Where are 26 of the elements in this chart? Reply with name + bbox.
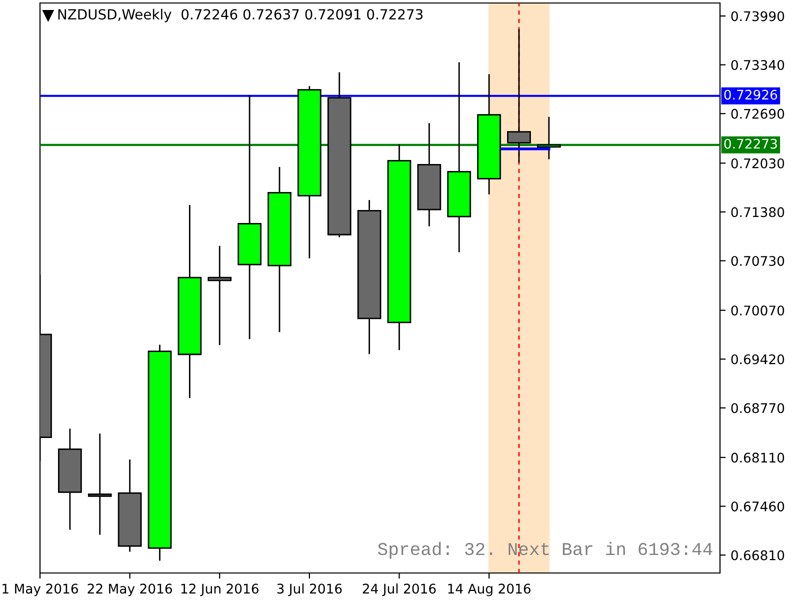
chart-title: NZDUSD,Weekly 0.72246 0.72637 0.72091 0.72273 <box>58 8 423 22</box>
y-tick-label: 0.69420 <box>731 354 784 364</box>
candlestick <box>537 116 561 160</box>
y-tick-label: 0.66810 <box>731 550 784 560</box>
y-tick-label: 0.68770 <box>731 403 784 414</box>
y-tick-label: 0.72030 <box>731 158 784 168</box>
x-tick-label: 12 Jun 2016 <box>181 584 258 596</box>
y-tick-label: 0.73340 <box>731 60 784 70</box>
candlestick <box>208 246 232 346</box>
y-tick-label: 0.68110 <box>731 452 784 463</box>
x-tick-label: 1 May 2016 <box>2 584 78 596</box>
x-tick-label: 24 Jul 2016 <box>362 583 436 596</box>
ref-line-label: 0.72273 <box>724 138 777 149</box>
y-tick-label: 0.70070 <box>731 306 784 316</box>
y-tick-label: 0.71380 <box>731 207 784 218</box>
y-tick-label: 0.73990 <box>731 11 784 22</box>
candlestick <box>88 434 112 535</box>
annotation: Spread: 32. Next Bar in 6193:44 <box>378 542 712 559</box>
y-tick-label: 0.72690 <box>731 108 784 119</box>
candlestick <box>507 29 531 162</box>
y-tick-label: 0.67460 <box>731 501 784 512</box>
x-tick-label: 22 May 2016 <box>88 584 172 596</box>
x-tick-label: 3 Jul 2016 <box>277 583 342 596</box>
x-tick-label: 14 Aug 2016 <box>448 584 530 596</box>
y-tick-label: 0.70730 <box>731 256 784 266</box>
ref-line-label: 0.72926 <box>724 90 778 100</box>
